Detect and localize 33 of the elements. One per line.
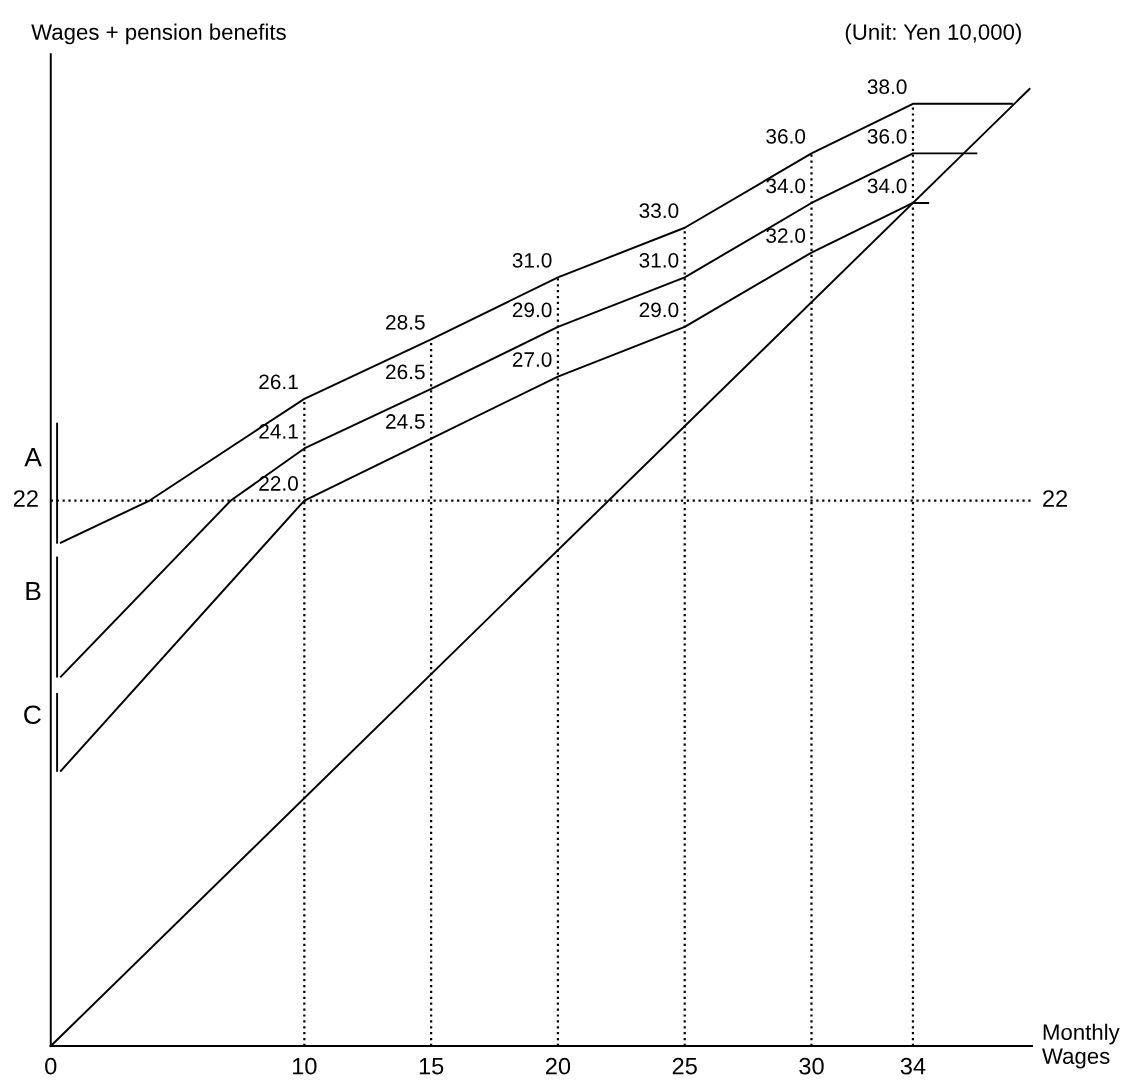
data-label: 22.0 [259,476,298,491]
x-tick-label: 15 [419,1058,444,1075]
text: 22 [13,490,38,507]
x-tick-label: 10 [293,1057,317,1075]
series-label: A [24,448,42,467]
data-label: 34.0 [766,178,806,194]
data-label: 24.5 [386,414,425,429]
x-tick-label: 0 [45,1057,57,1075]
x-tick-label: 34 [900,1057,926,1075]
series-label: C [24,705,41,725]
series-label: B [26,581,41,601]
data-label: 33.0 [639,203,679,219]
data-label: 26.5 [386,364,425,380]
data-label: 34.0 [867,178,907,194]
data-label: 36.0 [867,128,907,144]
data-label: 32.0 [766,228,806,243]
data-label: 29.0 [639,302,679,318]
data-label: 26.1 [259,374,298,390]
x-axis-title: Monthly Wages [1042,1023,1120,1069]
x-tick-label: 30 [799,1057,824,1075]
y-axis-title: Wages + pension benefits [31,23,286,45]
data-label: 24.1 [259,424,298,439]
data-label: 28.5 [386,314,425,330]
data-label: 31.0 [512,252,552,268]
ref-line-label: 22 [1043,490,1068,507]
data-label: 36.0 [766,128,806,144]
data-label: 29.0 [512,302,552,318]
x-tick-label: 20 [545,1057,571,1075]
data-label: 31.0 [639,252,679,268]
data-label: 38.0 [867,79,907,95]
text: (Unit: Yen 10,000) [845,23,1021,45]
x-tick-label: 25 [672,1057,697,1075]
data-label: 27.0 [512,352,552,367]
